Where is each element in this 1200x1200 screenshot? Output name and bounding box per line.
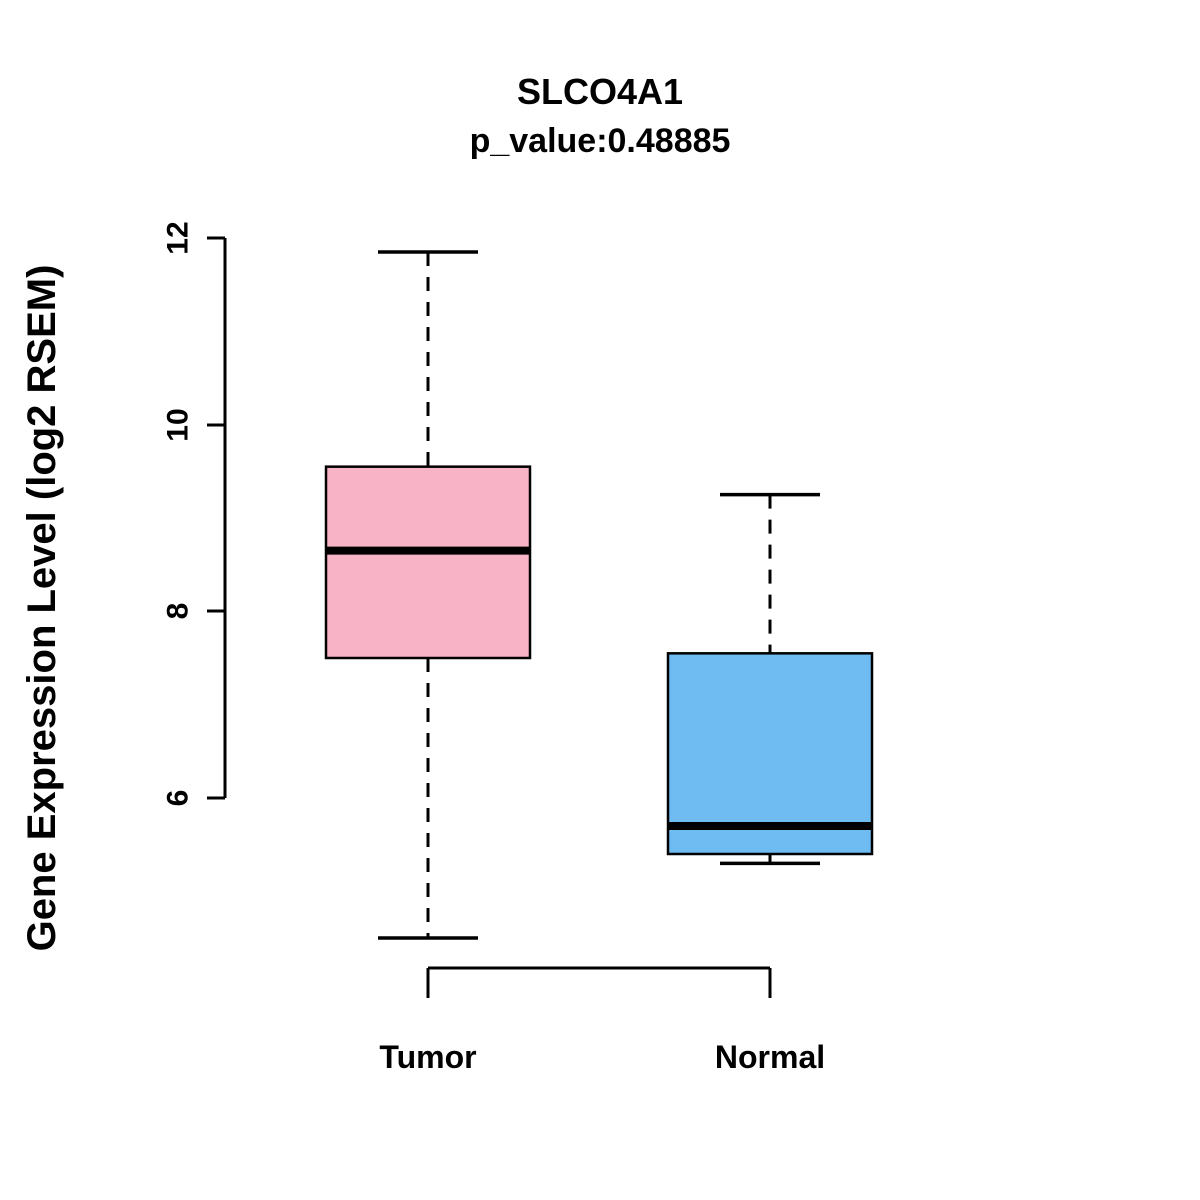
y-axis-label: Gene Expression Level (log2 RSEM) [20, 265, 64, 952]
y-tick-label-10: 10 [162, 408, 195, 441]
chart-title: SLCO4A1 [517, 71, 683, 112]
boxplot-glyphs [324, 250, 874, 940]
y-tick-label-8: 8 [162, 603, 195, 620]
y-tick-label-12: 12 [162, 221, 195, 254]
normal-box [666, 652, 874, 856]
y-tick-label-6: 6 [162, 790, 195, 807]
chart-subtitle: p_value:0.48885 [470, 122, 731, 160]
tumor-box [324, 465, 532, 660]
x-category-label-normal: Normal [715, 1039, 825, 1075]
x-category-label-tumor: Tumor [379, 1039, 476, 1075]
